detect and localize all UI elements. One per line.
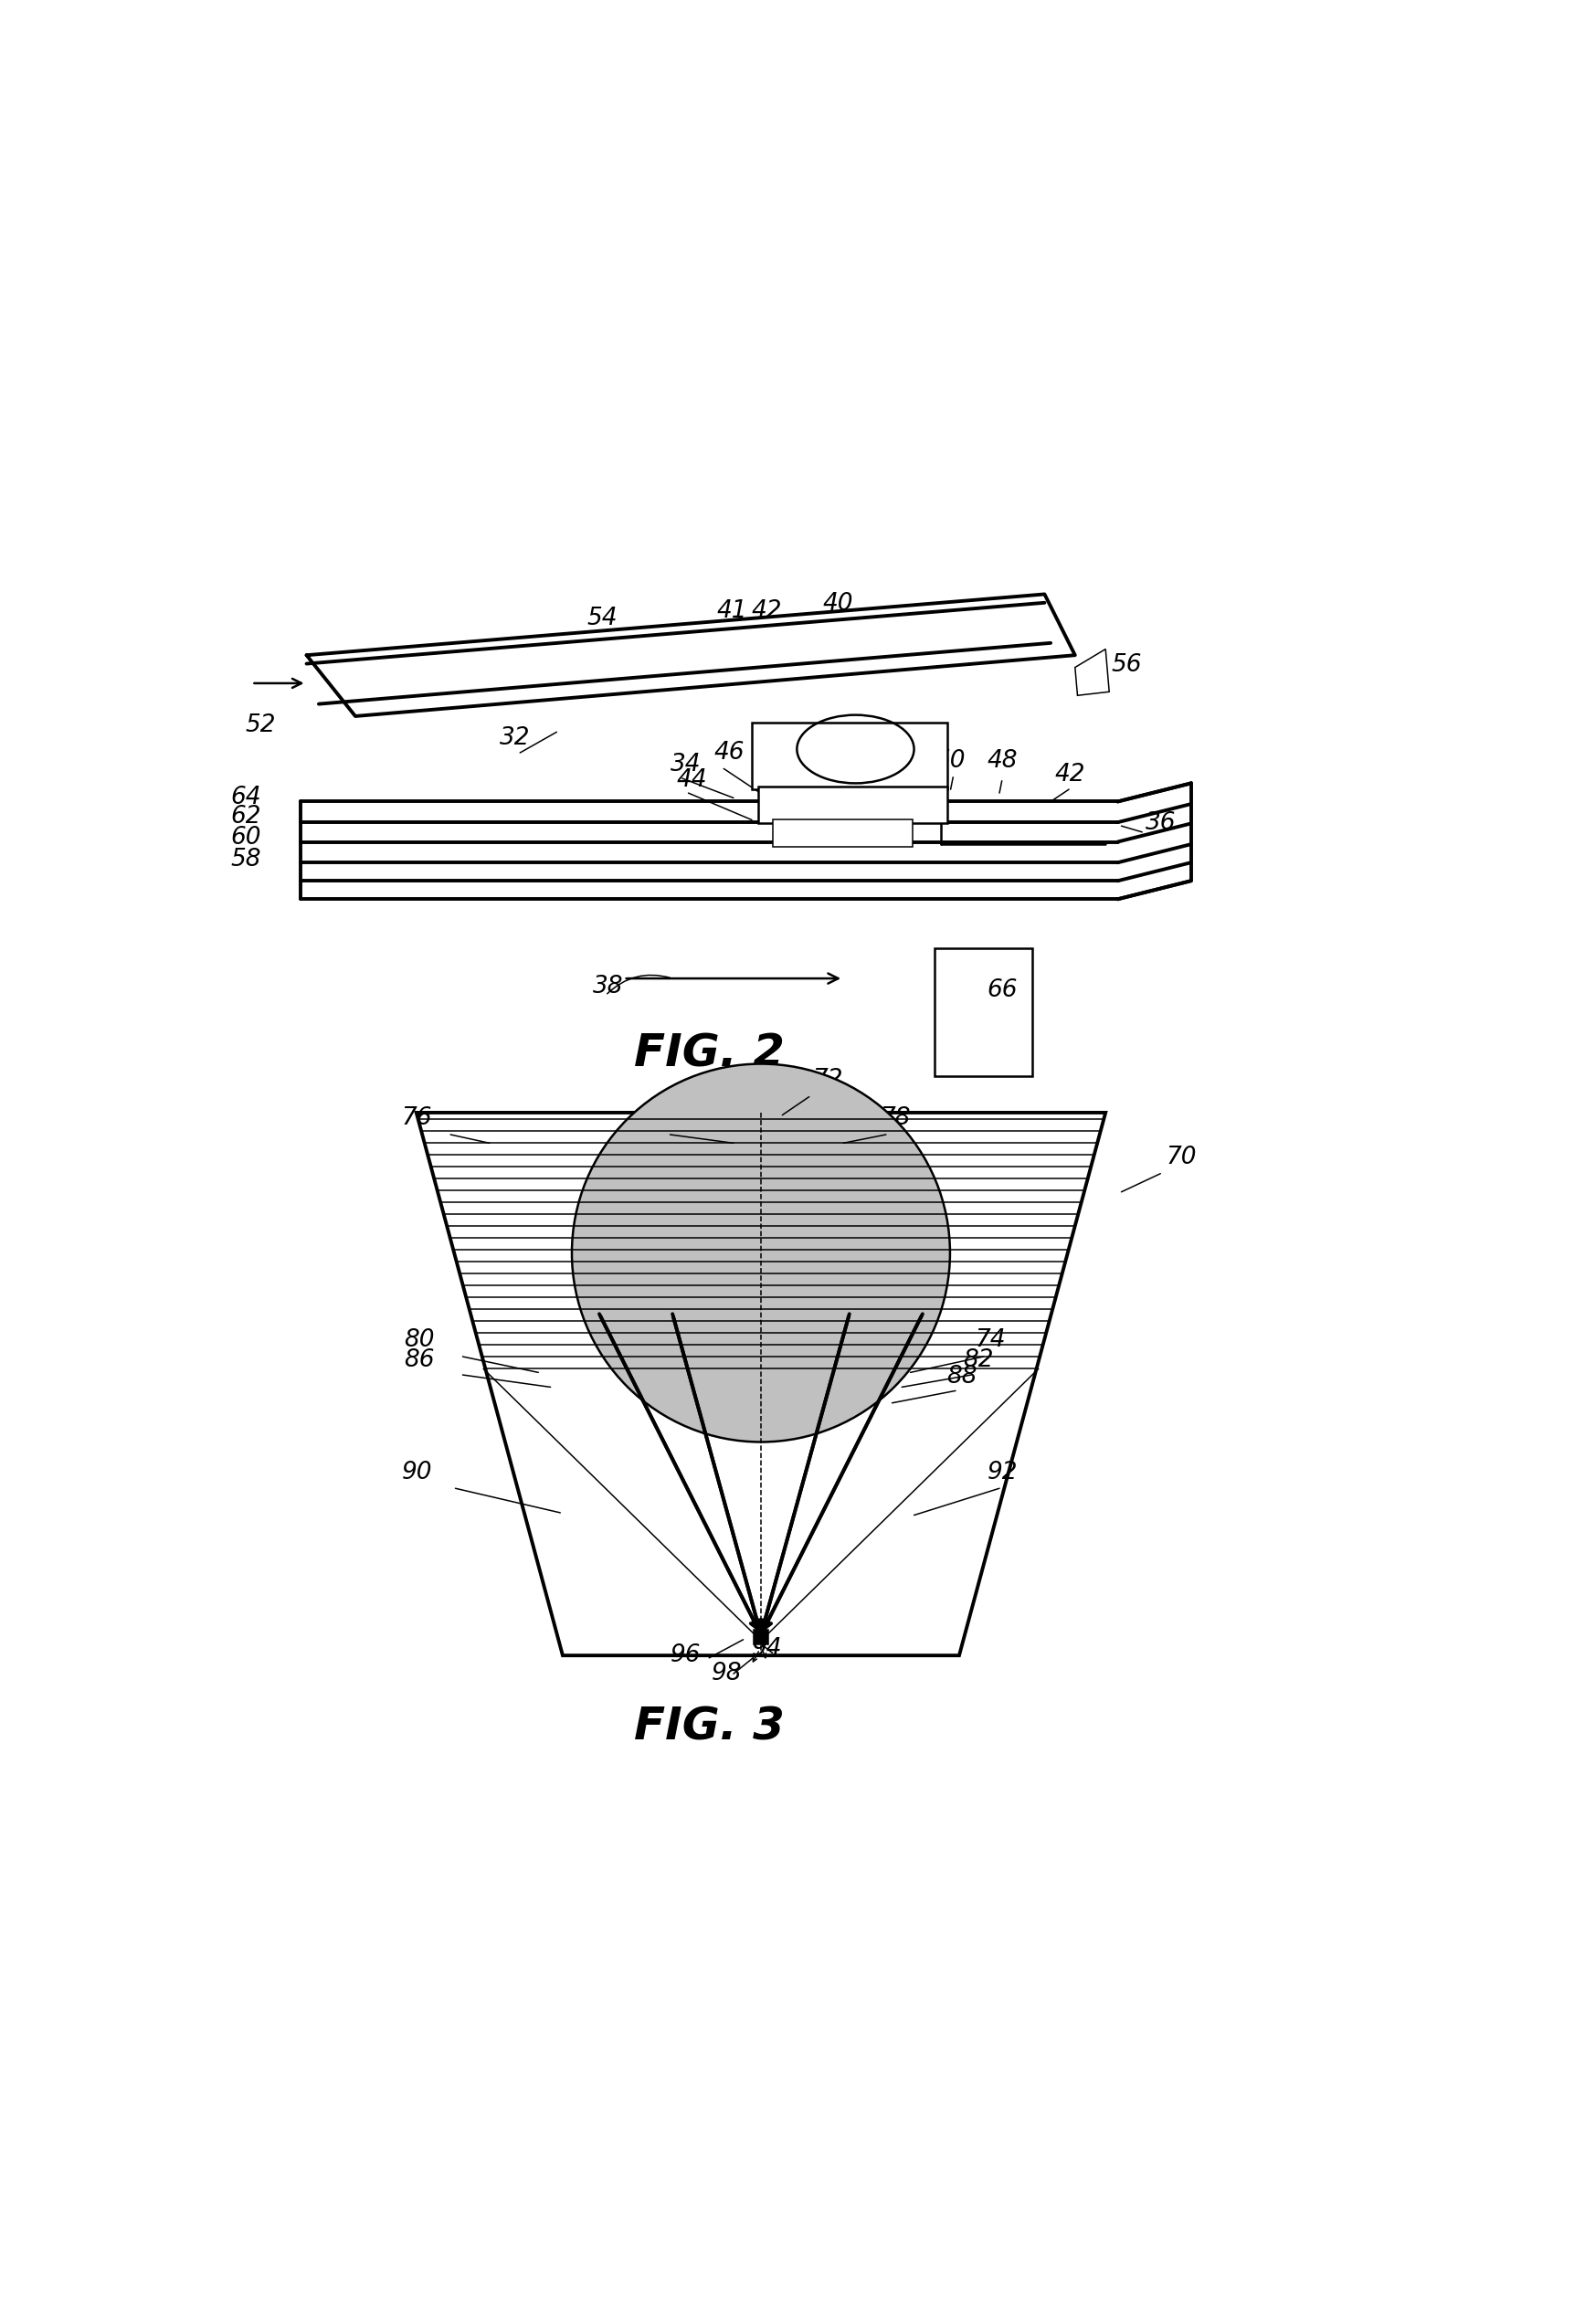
Text: 54: 54: [587, 607, 617, 630]
Text: 60: 60: [231, 825, 261, 851]
Text: 86: 86: [405, 1348, 434, 1371]
Text: 90: 90: [401, 1459, 433, 1485]
Circle shape: [571, 1064, 951, 1441]
Text: 46: 46: [715, 741, 745, 765]
Text: 96: 96: [671, 1643, 700, 1666]
Text: 62: 62: [231, 804, 261, 830]
Text: FIG. 2: FIG. 2: [634, 1032, 784, 1076]
Text: 40: 40: [823, 593, 853, 616]
Text: 38: 38: [593, 974, 623, 999]
Polygon shape: [416, 1113, 1105, 1655]
Text: 84: 84: [642, 1106, 672, 1129]
Bar: [752, 723, 948, 790]
Text: 82: 82: [963, 1348, 993, 1371]
Text: 78: 78: [880, 1106, 910, 1129]
Text: 52: 52: [246, 713, 275, 737]
Polygon shape: [307, 595, 1075, 716]
Text: 92: 92: [987, 1459, 1018, 1485]
Text: 80: 80: [405, 1329, 434, 1353]
Bar: [754, 1629, 768, 1645]
Text: 94: 94: [752, 1636, 782, 1662]
Text: 48: 48: [987, 748, 1018, 774]
Text: 74: 74: [974, 1329, 1006, 1353]
Text: 50: 50: [935, 748, 965, 774]
Text: 70: 70: [1166, 1146, 1198, 1169]
Text: 56: 56: [1111, 653, 1143, 676]
Bar: [935, 948, 1033, 1076]
Bar: [773, 820, 913, 846]
Text: 42: 42: [752, 600, 782, 623]
Text: 76: 76: [401, 1106, 433, 1129]
Text: FIG. 3: FIG. 3: [634, 1706, 784, 1750]
Text: 98: 98: [711, 1662, 741, 1685]
Text: 44: 44: [677, 769, 707, 792]
Text: 41: 41: [716, 600, 748, 623]
Bar: [759, 788, 948, 823]
Text: 34: 34: [671, 753, 700, 776]
Text: 58: 58: [231, 848, 261, 872]
Text: 36: 36: [1146, 811, 1176, 834]
Text: 88: 88: [948, 1364, 977, 1390]
Text: 64: 64: [231, 786, 261, 809]
Polygon shape: [1075, 648, 1110, 695]
Text: 42: 42: [1055, 762, 1084, 786]
Text: 32: 32: [499, 725, 530, 751]
Polygon shape: [301, 783, 1192, 899]
Text: 66: 66: [987, 978, 1018, 1002]
Text: 72: 72: [812, 1067, 844, 1092]
